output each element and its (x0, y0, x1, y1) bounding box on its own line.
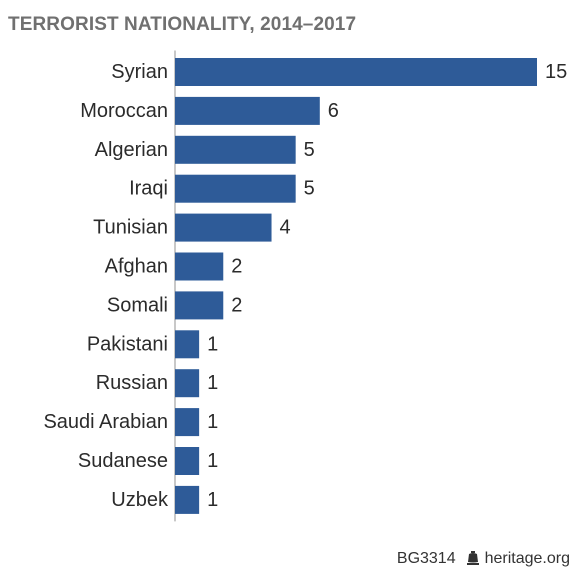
category-label: Algerian (95, 139, 168, 161)
value-label: 2 (231, 256, 242, 278)
value-label: 2 (231, 294, 242, 316)
category-label: Moroccan (80, 100, 168, 122)
bar-syrian (175, 58, 537, 86)
category-label: Tunisian (93, 217, 168, 239)
bar-pakistani (175, 330, 200, 359)
value-label: 1 (207, 411, 218, 433)
category-label: Sudanese (78, 450, 168, 472)
value-label: 15 (545, 61, 567, 83)
bar-russian (175, 369, 200, 398)
value-label: 4 (280, 217, 291, 239)
category-label: Pakistani (87, 333, 168, 355)
category-label: Syrian (111, 61, 168, 83)
bar-algerian (175, 135, 296, 164)
bar-sudanese (175, 447, 200, 475)
category-label: Iraqi (129, 178, 168, 200)
footer-code: BG3314 (396, 550, 456, 567)
category-label: Uzbek (111, 489, 169, 511)
bar-uzbek (175, 485, 200, 514)
category-label: Somali (107, 294, 168, 316)
bar-afghan (175, 252, 224, 281)
bar-somali (175, 291, 224, 320)
value-label: 1 (207, 333, 218, 355)
category-label: Afghan (105, 256, 168, 278)
liberty-bell-icon (466, 551, 479, 565)
footer: BG3314 heritage.org (397, 550, 570, 568)
value-label: 5 (304, 178, 315, 200)
footer-source: heritage.org (484, 550, 570, 567)
category-label: Russian (96, 372, 168, 394)
value-label: 6 (328, 100, 339, 122)
value-label: 1 (207, 372, 218, 394)
bar-saudi-arabian (175, 408, 200, 437)
bar-iraqi (175, 174, 296, 203)
category-label: Saudi Arabian (43, 411, 168, 433)
value-label: 1 (207, 450, 218, 472)
bar-moroccan (175, 96, 320, 125)
value-label: 1 (207, 489, 218, 511)
value-label: 5 (304, 139, 315, 161)
chart-title: TERRORIST NATIONALITY, 2014–2017 (8, 14, 357, 35)
bar-tunisian (175, 213, 272, 242)
